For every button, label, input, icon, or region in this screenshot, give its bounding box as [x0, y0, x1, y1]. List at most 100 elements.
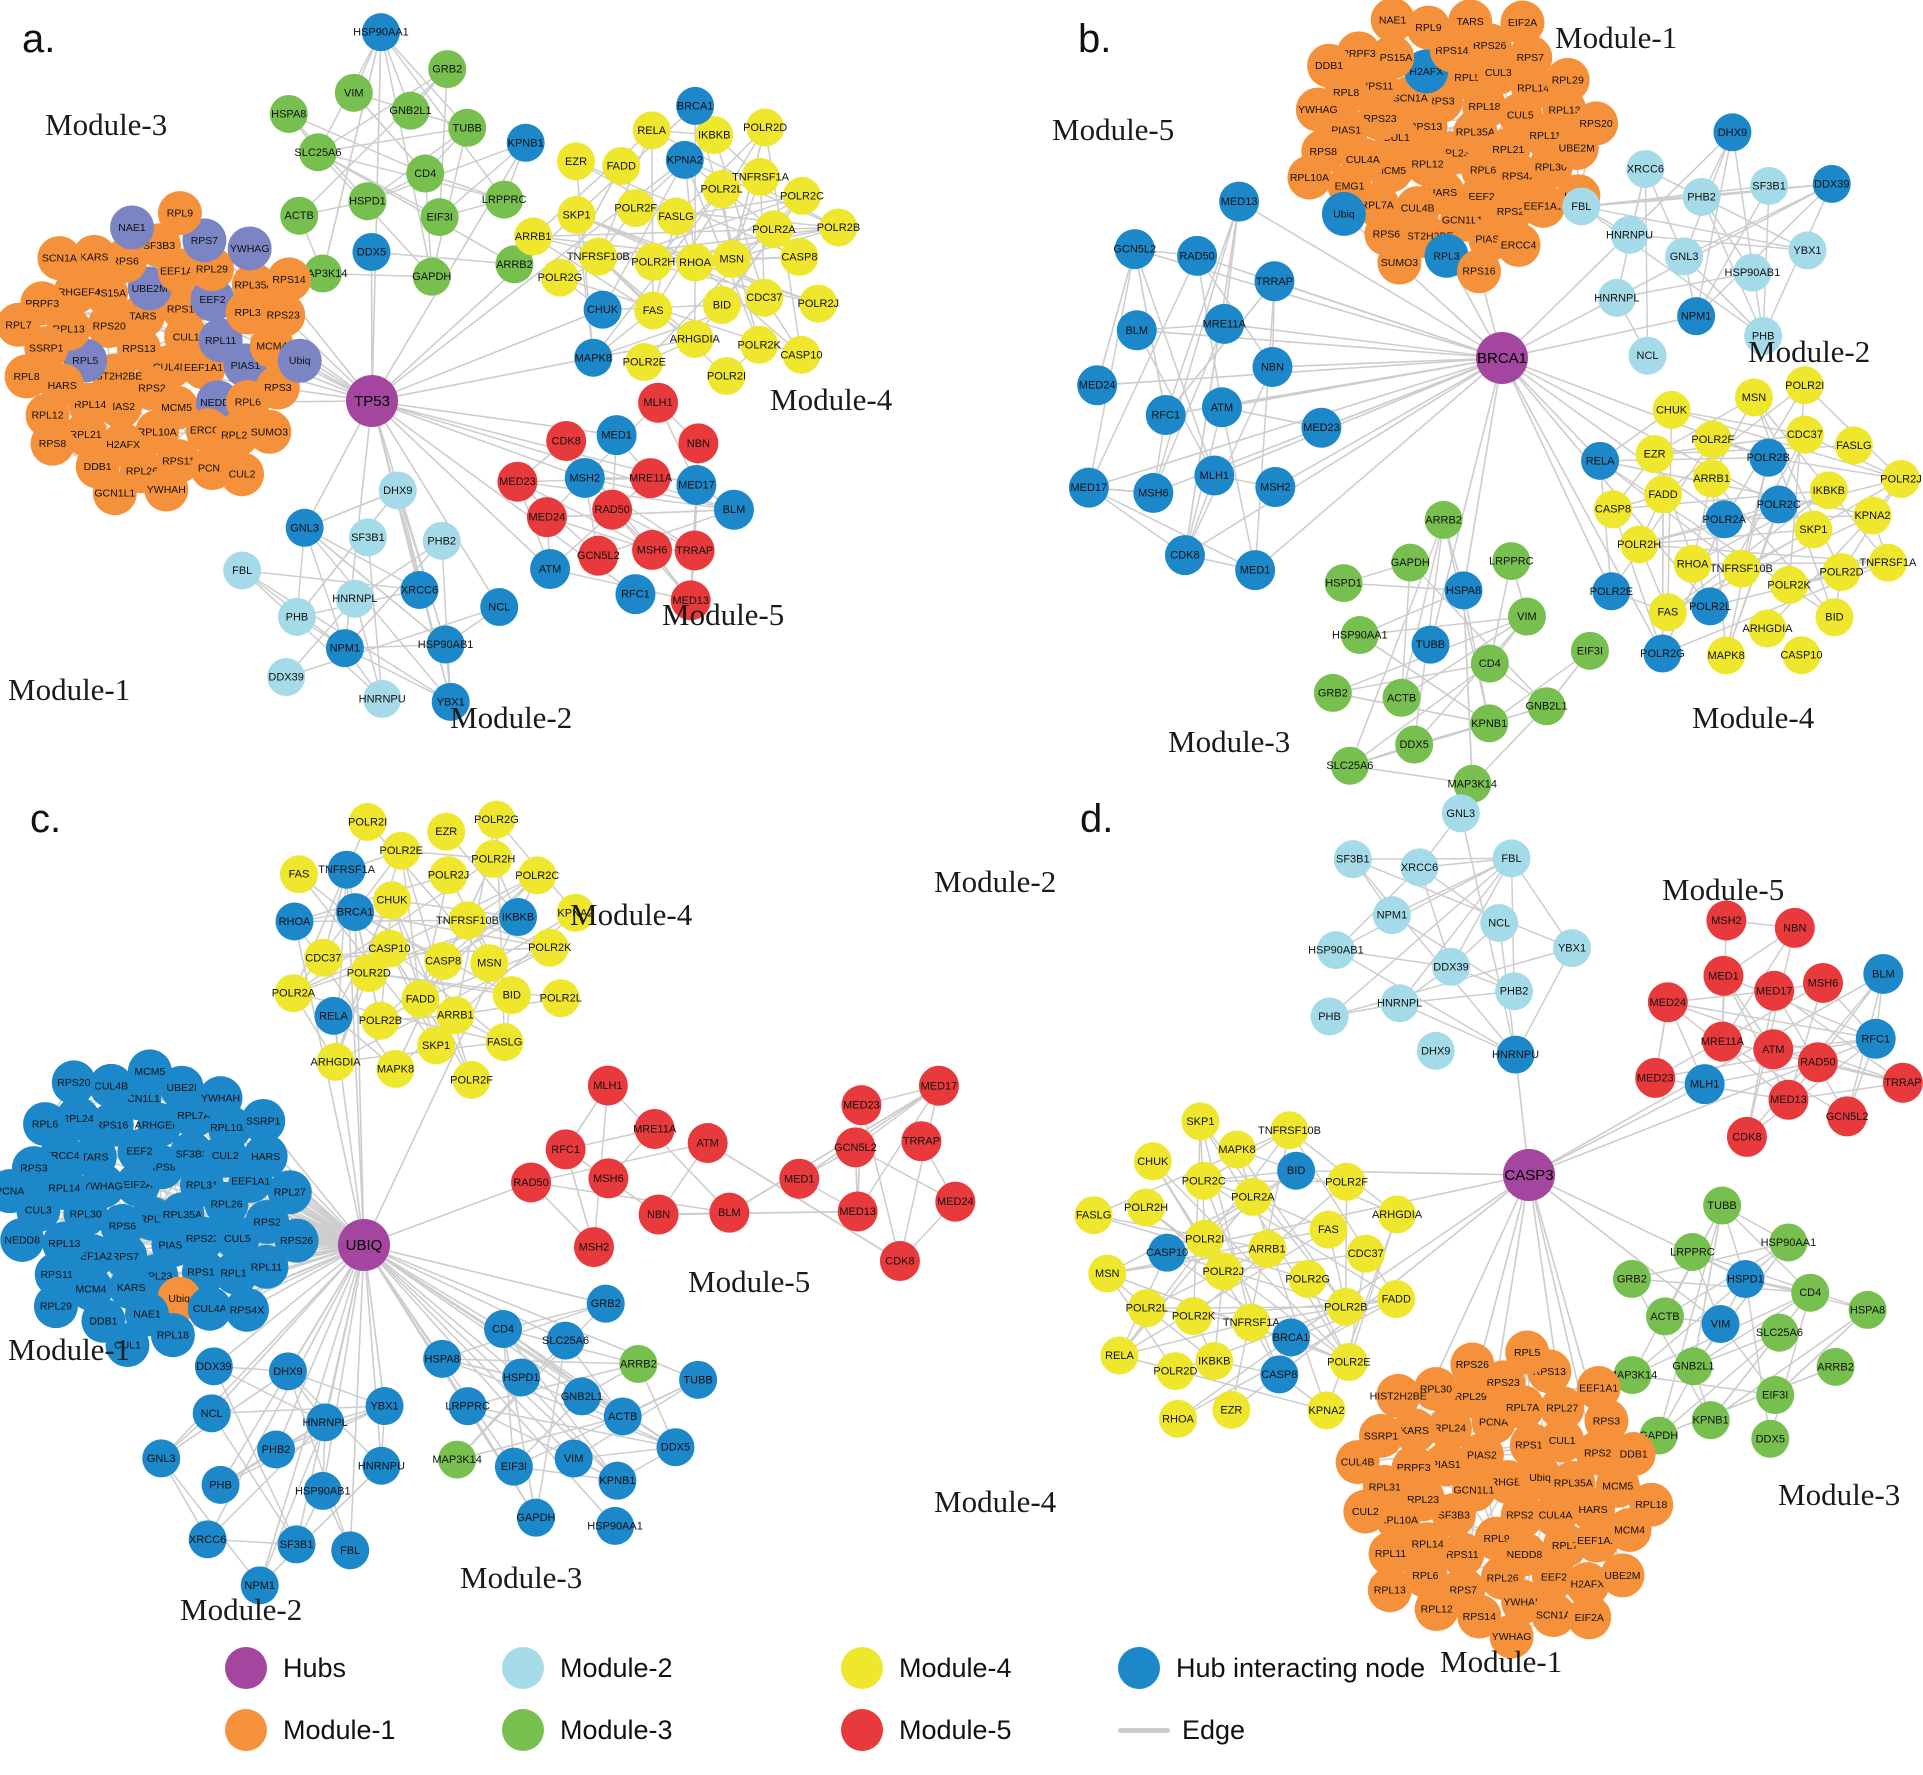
node-TRRAP[interactable]	[674, 530, 715, 571]
node-DDX5[interactable]	[656, 1428, 695, 1467]
node-ARHGDIA[interactable]	[1378, 1195, 1417, 1234]
node-RELA[interactable]	[1100, 1336, 1139, 1375]
node-RPL9[interactable]	[157, 191, 202, 236]
node-POLR2L[interactable]	[702, 170, 741, 209]
node-Ubiq[interactable]	[277, 338, 322, 383]
node-RPL6[interactable]	[23, 1102, 68, 1147]
node-RPS7[interactable]	[1508, 35, 1553, 80]
node-GCN5L2[interactable]	[835, 1127, 876, 1168]
node-KPNA2[interactable]	[556, 893, 595, 932]
node-FADD[interactable]	[602, 146, 641, 185]
node-RPL9[interactable]	[1406, 5, 1451, 50]
node-HSPD1[interactable]	[1726, 1260, 1765, 1299]
node-LRPPRC[interactable]	[448, 1387, 487, 1426]
node-TNFRSF1A[interactable]	[1232, 1303, 1271, 1342]
node-HSPD1[interactable]	[1324, 564, 1363, 603]
node-POLR2K[interactable]	[530, 928, 569, 967]
node-BID[interactable]	[1815, 598, 1854, 637]
node-RPL35A[interactable]	[231, 262, 276, 307]
node-HIST2H2BE[interactable]	[1376, 1373, 1421, 1418]
node-EZR[interactable]	[1635, 435, 1674, 474]
node-RAD50[interactable]	[511, 1162, 552, 1203]
node-POLR2G[interactable]	[541, 258, 580, 297]
node-FADD[interactable]	[401, 979, 440, 1018]
node-SKP1[interactable]	[417, 1026, 456, 1065]
node-SLC25A6[interactable]	[1760, 1313, 1799, 1352]
node-RPL27[interactable]	[267, 1170, 312, 1215]
node-SLC25A6[interactable]	[1330, 746, 1369, 785]
node-HSP90AA1[interactable]	[596, 1506, 635, 1545]
node-POLR2H[interactable]	[474, 839, 513, 878]
node-POLR2D[interactable]	[746, 108, 785, 147]
node-YWHAG[interactable]	[1489, 1614, 1534, 1659]
node-GCN5L2[interactable]	[1114, 229, 1155, 270]
node-TRRAP[interactable]	[1882, 1062, 1923, 1103]
node-EEF2[interactable]	[1531, 1555, 1576, 1600]
node-RPS26[interactable]	[274, 1218, 319, 1263]
node-TNFRSF1A[interactable]	[327, 850, 366, 889]
node-HNRNPL[interactable]	[1380, 984, 1419, 1023]
node-POLR2J[interactable]	[429, 856, 468, 895]
node-NPM1[interactable]	[325, 629, 364, 668]
node-H2AFX[interactable]	[1565, 1562, 1610, 1607]
node-YWHAH[interactable]	[144, 467, 189, 512]
node-NAE1[interactable]	[1370, 0, 1415, 42]
node-POLR2L[interactable]	[1691, 587, 1730, 626]
node-RHOA[interactable]	[676, 243, 715, 282]
node-RPL10A[interactable]	[1376, 1498, 1421, 1543]
node-POLR2C[interactable]	[1759, 485, 1798, 524]
node-SKP1[interactable]	[1181, 1102, 1220, 1141]
node-Ubiq[interactable]	[1321, 191, 1366, 236]
node-HSP90AA1[interactable]	[361, 13, 400, 52]
node-RELA[interactable]	[314, 996, 353, 1035]
node-POLR2K[interactable]	[1770, 565, 1809, 604]
node-ARRB1[interactable]	[1692, 459, 1731, 498]
node-CASP8[interactable]	[780, 237, 819, 276]
node-MED1[interactable]	[1703, 955, 1744, 996]
node-CASP8[interactable]	[424, 941, 463, 980]
node-POLR2K[interactable]	[1174, 1297, 1213, 1336]
node-NBN[interactable]	[638, 1194, 679, 1235]
node-POLR2C[interactable]	[518, 856, 557, 895]
node-HSP90AB1[interactable]	[1733, 253, 1772, 292]
node-NBN[interactable]	[1774, 907, 1815, 948]
node-DDX39[interactable]	[1812, 164, 1851, 203]
node-GNL3[interactable]	[142, 1439, 181, 1478]
node-FASLG[interactable]	[485, 1023, 524, 1062]
hub-node-TP53[interactable]	[346, 375, 398, 427]
node-ARHGDIA[interactable]	[675, 319, 714, 358]
node-POLR2I[interactable]	[348, 802, 387, 841]
node-RFC1[interactable]	[615, 574, 656, 615]
node-YWHAG[interactable]	[1295, 87, 1340, 132]
node-RPS20[interactable]	[87, 304, 132, 349]
node-MED17[interactable]	[1754, 970, 1795, 1011]
node-POLR2L[interactable]	[1127, 1289, 1166, 1328]
node-EZR[interactable]	[557, 142, 596, 181]
node-NPM1[interactable]	[240, 1566, 279, 1605]
node-NPM1[interactable]	[1677, 297, 1716, 336]
node-DHX9[interactable]	[378, 471, 417, 510]
node-FAS[interactable]	[1648, 593, 1687, 632]
node-GAPDH[interactable]	[516, 1498, 555, 1537]
node-RPS3[interactable]	[1584, 1398, 1629, 1443]
node-MED23[interactable]	[841, 1085, 882, 1126]
node-CDC37[interactable]	[1346, 1234, 1385, 1273]
node-ATM[interactable]	[1753, 1029, 1794, 1070]
node-UBE2M[interactable]	[1600, 1553, 1645, 1598]
node-GNL3[interactable]	[1665, 237, 1704, 276]
node-RPL11[interactable]	[244, 1244, 289, 1289]
node-RPL5[interactable]	[1505, 1330, 1550, 1375]
node-POLR2D[interactable]	[1822, 552, 1861, 591]
node-CASP10[interactable]	[782, 335, 821, 374]
node-SF3B1[interactable]	[1750, 166, 1789, 205]
node-PHB2[interactable]	[1495, 972, 1534, 1011]
node-SKP1[interactable]	[557, 195, 596, 234]
node-PIAS2[interactable]	[1459, 1433, 1504, 1478]
node-EIF3I[interactable]	[420, 198, 459, 237]
node-KPNB1[interactable]	[506, 123, 545, 162]
node-MED24[interactable]	[1647, 982, 1688, 1023]
node-EIF2A[interactable]	[1567, 1595, 1612, 1640]
node-SF3B1[interactable]	[1333, 840, 1372, 879]
node-HSPA8[interactable]	[1444, 571, 1483, 610]
node-MED23[interactable]	[1301, 407, 1342, 448]
